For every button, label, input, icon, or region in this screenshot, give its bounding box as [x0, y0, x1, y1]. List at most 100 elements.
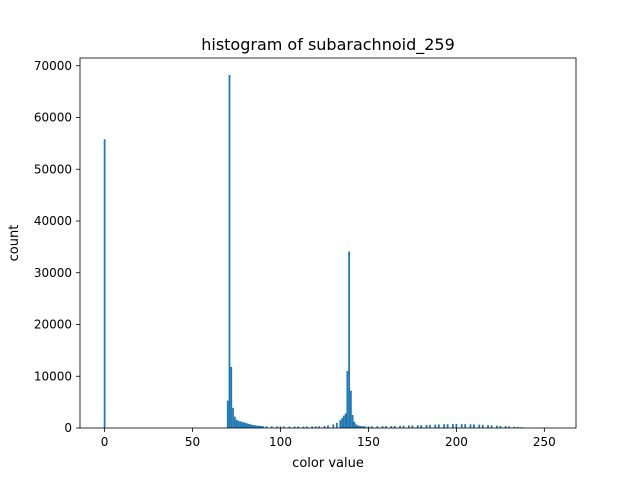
histogram-bar [446, 424, 449, 428]
histogram-bar [239, 421, 241, 428]
histogram-bar [481, 424, 484, 428]
histogram-bars [103, 75, 523, 429]
histogram-bar [235, 419, 238, 428]
histogram-bar [302, 426, 305, 428]
histogram-bar [306, 426, 308, 428]
histogram-bar [232, 407, 234, 428]
histogram-bar [353, 421, 356, 428]
histogram-bar [508, 426, 511, 428]
histogram-bar [293, 426, 296, 428]
y-tick-label: 20000 [34, 318, 72, 332]
histogram-bar [332, 424, 335, 428]
histogram-bar [443, 424, 445, 428]
histogram-bar [464, 424, 467, 428]
histogram-bar [460, 424, 463, 428]
x-tick-label: 0 [101, 435, 109, 449]
histogram-bar [233, 416, 236, 428]
histogram-bar [355, 424, 358, 428]
histogram-bar [402, 425, 405, 428]
histogram-bar [364, 426, 366, 428]
histogram-bar [376, 426, 379, 428]
histogram-bar [362, 426, 365, 428]
histogram-bar [318, 426, 321, 428]
histogram-bar [342, 415, 345, 428]
histogram-bar [349, 390, 352, 428]
histogram-bar [469, 424, 472, 428]
histogram-bar [504, 426, 507, 428]
histogram-bar [425, 424, 428, 428]
histogram-bar [416, 425, 419, 428]
histogram-bar [228, 75, 231, 428]
x-axis: 0 50 100 150 200 250 [101, 428, 556, 449]
histogram-bar [385, 426, 387, 428]
histogram-bar [226, 400, 229, 428]
y-tick-label: 10000 [34, 369, 72, 383]
histogram-bar [390, 426, 393, 428]
histogram-bar [341, 418, 343, 428]
histogram-bar [399, 425, 401, 428]
y-tick-label: 50000 [34, 162, 72, 176]
histogram-bar [499, 425, 502, 428]
histogram-bar [344, 413, 347, 428]
histogram-bar [339, 420, 342, 428]
histogram-bar [429, 424, 431, 428]
histogram-bar [249, 424, 252, 428]
histogram-bar [327, 425, 329, 428]
histogram-bar [381, 426, 384, 428]
x-axis-label: color value [292, 456, 364, 471]
y-axis: 0 10000 20000 30000 40000 50000 60000 70000 [34, 59, 80, 435]
histogram-bar [351, 415, 354, 428]
histogram-bar [244, 422, 247, 428]
histogram-bar [253, 425, 256, 428]
histogram-bar [513, 426, 516, 428]
histogram-bar [517, 426, 519, 428]
histogram-bar [348, 251, 350, 428]
x-tick-label: 150 [357, 435, 380, 449]
histogram-bar [314, 426, 317, 428]
y-tick-label: 40000 [34, 214, 72, 228]
histogram-bar [240, 421, 243, 428]
histogram-bar [420, 425, 423, 428]
histogram-bar [311, 426, 314, 428]
histogram-bar [495, 425, 498, 428]
chart-title: histogram of subarachnoid_259 [201, 35, 455, 55]
histogram-bar [297, 426, 299, 428]
plot-frame [79, 57, 577, 429]
x-tick-label: 200 [445, 435, 468, 449]
histogram-bar [265, 426, 268, 428]
histogram-bar [358, 425, 361, 428]
x-tick-label: 100 [269, 435, 292, 449]
histogram-bar [246, 423, 248, 428]
histogram-bar [371, 426, 373, 428]
histogram-bar [260, 426, 263, 428]
histogram-bar [258, 425, 261, 428]
histogram-bar [360, 426, 363, 428]
histogram-bar [251, 424, 254, 428]
histogram-bar [230, 366, 233, 428]
histogram-bar [357, 425, 359, 428]
histogram-bar [487, 425, 489, 428]
histogram-bar [434, 424, 437, 428]
histogram-bar [473, 424, 475, 428]
histogram-bar [103, 139, 106, 429]
histogram-bar [393, 425, 396, 428]
histogram-bar [408, 425, 410, 428]
histogram-bar [367, 426, 370, 428]
histogram-bar [242, 422, 245, 428]
y-tick-label: 60000 [34, 111, 72, 125]
histogram-bar [346, 371, 349, 428]
histogram-bar [478, 424, 481, 428]
histogram-bar [262, 426, 264, 428]
y-axis-label: count [7, 225, 22, 262]
x-tick-label: 50 [185, 435, 200, 449]
histogram-bar [490, 425, 493, 428]
x-tick-label: 250 [533, 435, 556, 449]
y-tick-label: 30000 [34, 266, 72, 280]
y-tick-label: 70000 [34, 59, 72, 73]
histogram-bar [288, 426, 291, 428]
y-tick-label: 0 [64, 421, 72, 435]
histogram-bar [237, 420, 240, 428]
histogram-bar [255, 425, 257, 428]
